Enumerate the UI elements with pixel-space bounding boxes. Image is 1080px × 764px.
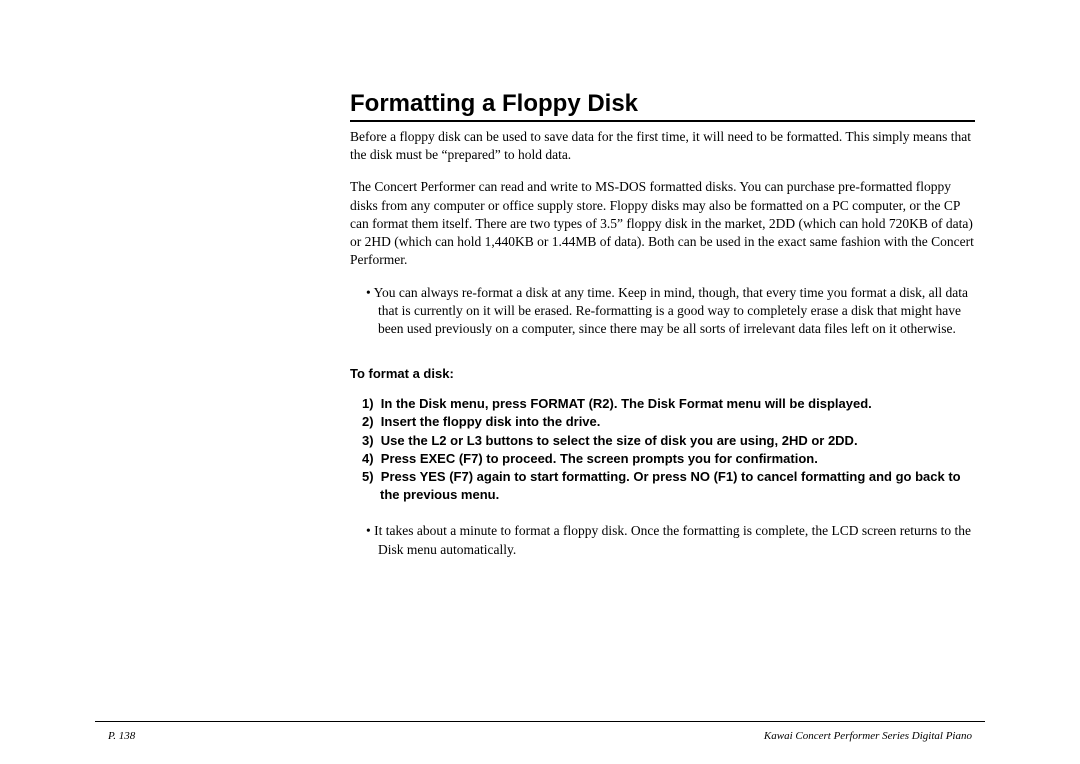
intro-paragraph-2: The Concert Performer can read and write… [350,178,975,269]
bullet-note-2: It takes about a minute to format a flop… [350,522,975,558]
document-content: Formatting a Floppy Disk Before a floppy… [350,90,975,559]
intro-paragraph-1: Before a floppy disk can be used to save… [350,128,975,164]
steps-list: 1) In the Disk menu, press FORMAT (R2). … [350,395,975,504]
footer-divider [95,721,985,722]
step-4: 4) Press EXEC (F7) to proceed. The scree… [350,450,975,468]
bullet-note-1: You can always re-format a disk at any t… [350,284,975,339]
page-title: Formatting a Floppy Disk [350,90,975,122]
step-2: 2) Insert the floppy disk into the drive… [350,413,975,431]
step-5: 5) Press YES (F7) again to start formatt… [350,468,975,504]
step-3: 3) Use the L2 or L3 buttons to select th… [350,432,975,450]
subheading: To format a disk: [350,366,975,381]
footer-text: Kawai Concert Performer Series Digital P… [764,730,972,742]
page-number: P. 138 [108,730,135,742]
step-1: 1) In the Disk menu, press FORMAT (R2). … [350,395,975,413]
